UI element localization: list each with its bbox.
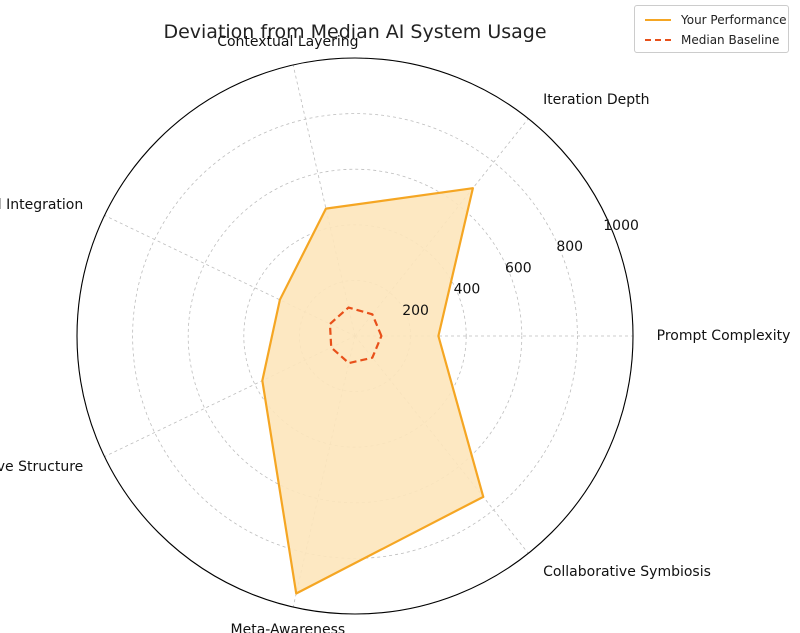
legend-item-median-baseline: Median Baseline: [645, 31, 779, 49]
tick-label-800: 800: [556, 239, 583, 255]
tick-label-200: 200: [402, 303, 429, 319]
axis-label-narrative-structure: Narrative Structure: [0, 459, 83, 475]
axis-label-collaborative-symbiosis: Collaborative Symbiosis: [543, 564, 711, 580]
axis-label-contextual-layering: Contextual Layering: [217, 34, 358, 50]
series-area-your-performance: [262, 188, 483, 593]
tick-label-1000: 1000: [603, 218, 639, 234]
tick-label-400: 400: [454, 282, 481, 298]
axis-label-prompt-complexity: Prompt Complexity: [657, 328, 791, 344]
axis-label-meta-awareness: Meta-Awareness: [231, 622, 346, 633]
legend-label-your-performance: Your Performance: [681, 13, 786, 27]
legend-item-your-performance: Your Performance: [645, 11, 786, 29]
legend-swatch-your-performance: [645, 19, 671, 21]
legend: Your Performance Median Baseline: [634, 5, 789, 53]
axis-label-iteration-depth: Iteration Depth: [543, 92, 649, 108]
tick-label-600: 600: [505, 260, 532, 276]
legend-label-median-baseline: Median Baseline: [681, 33, 779, 47]
radar-series: [262, 188, 483, 593]
legend-swatch-median-baseline: [645, 39, 671, 41]
axis-label-multimodal-integration: Multimodal Integration: [0, 197, 83, 213]
